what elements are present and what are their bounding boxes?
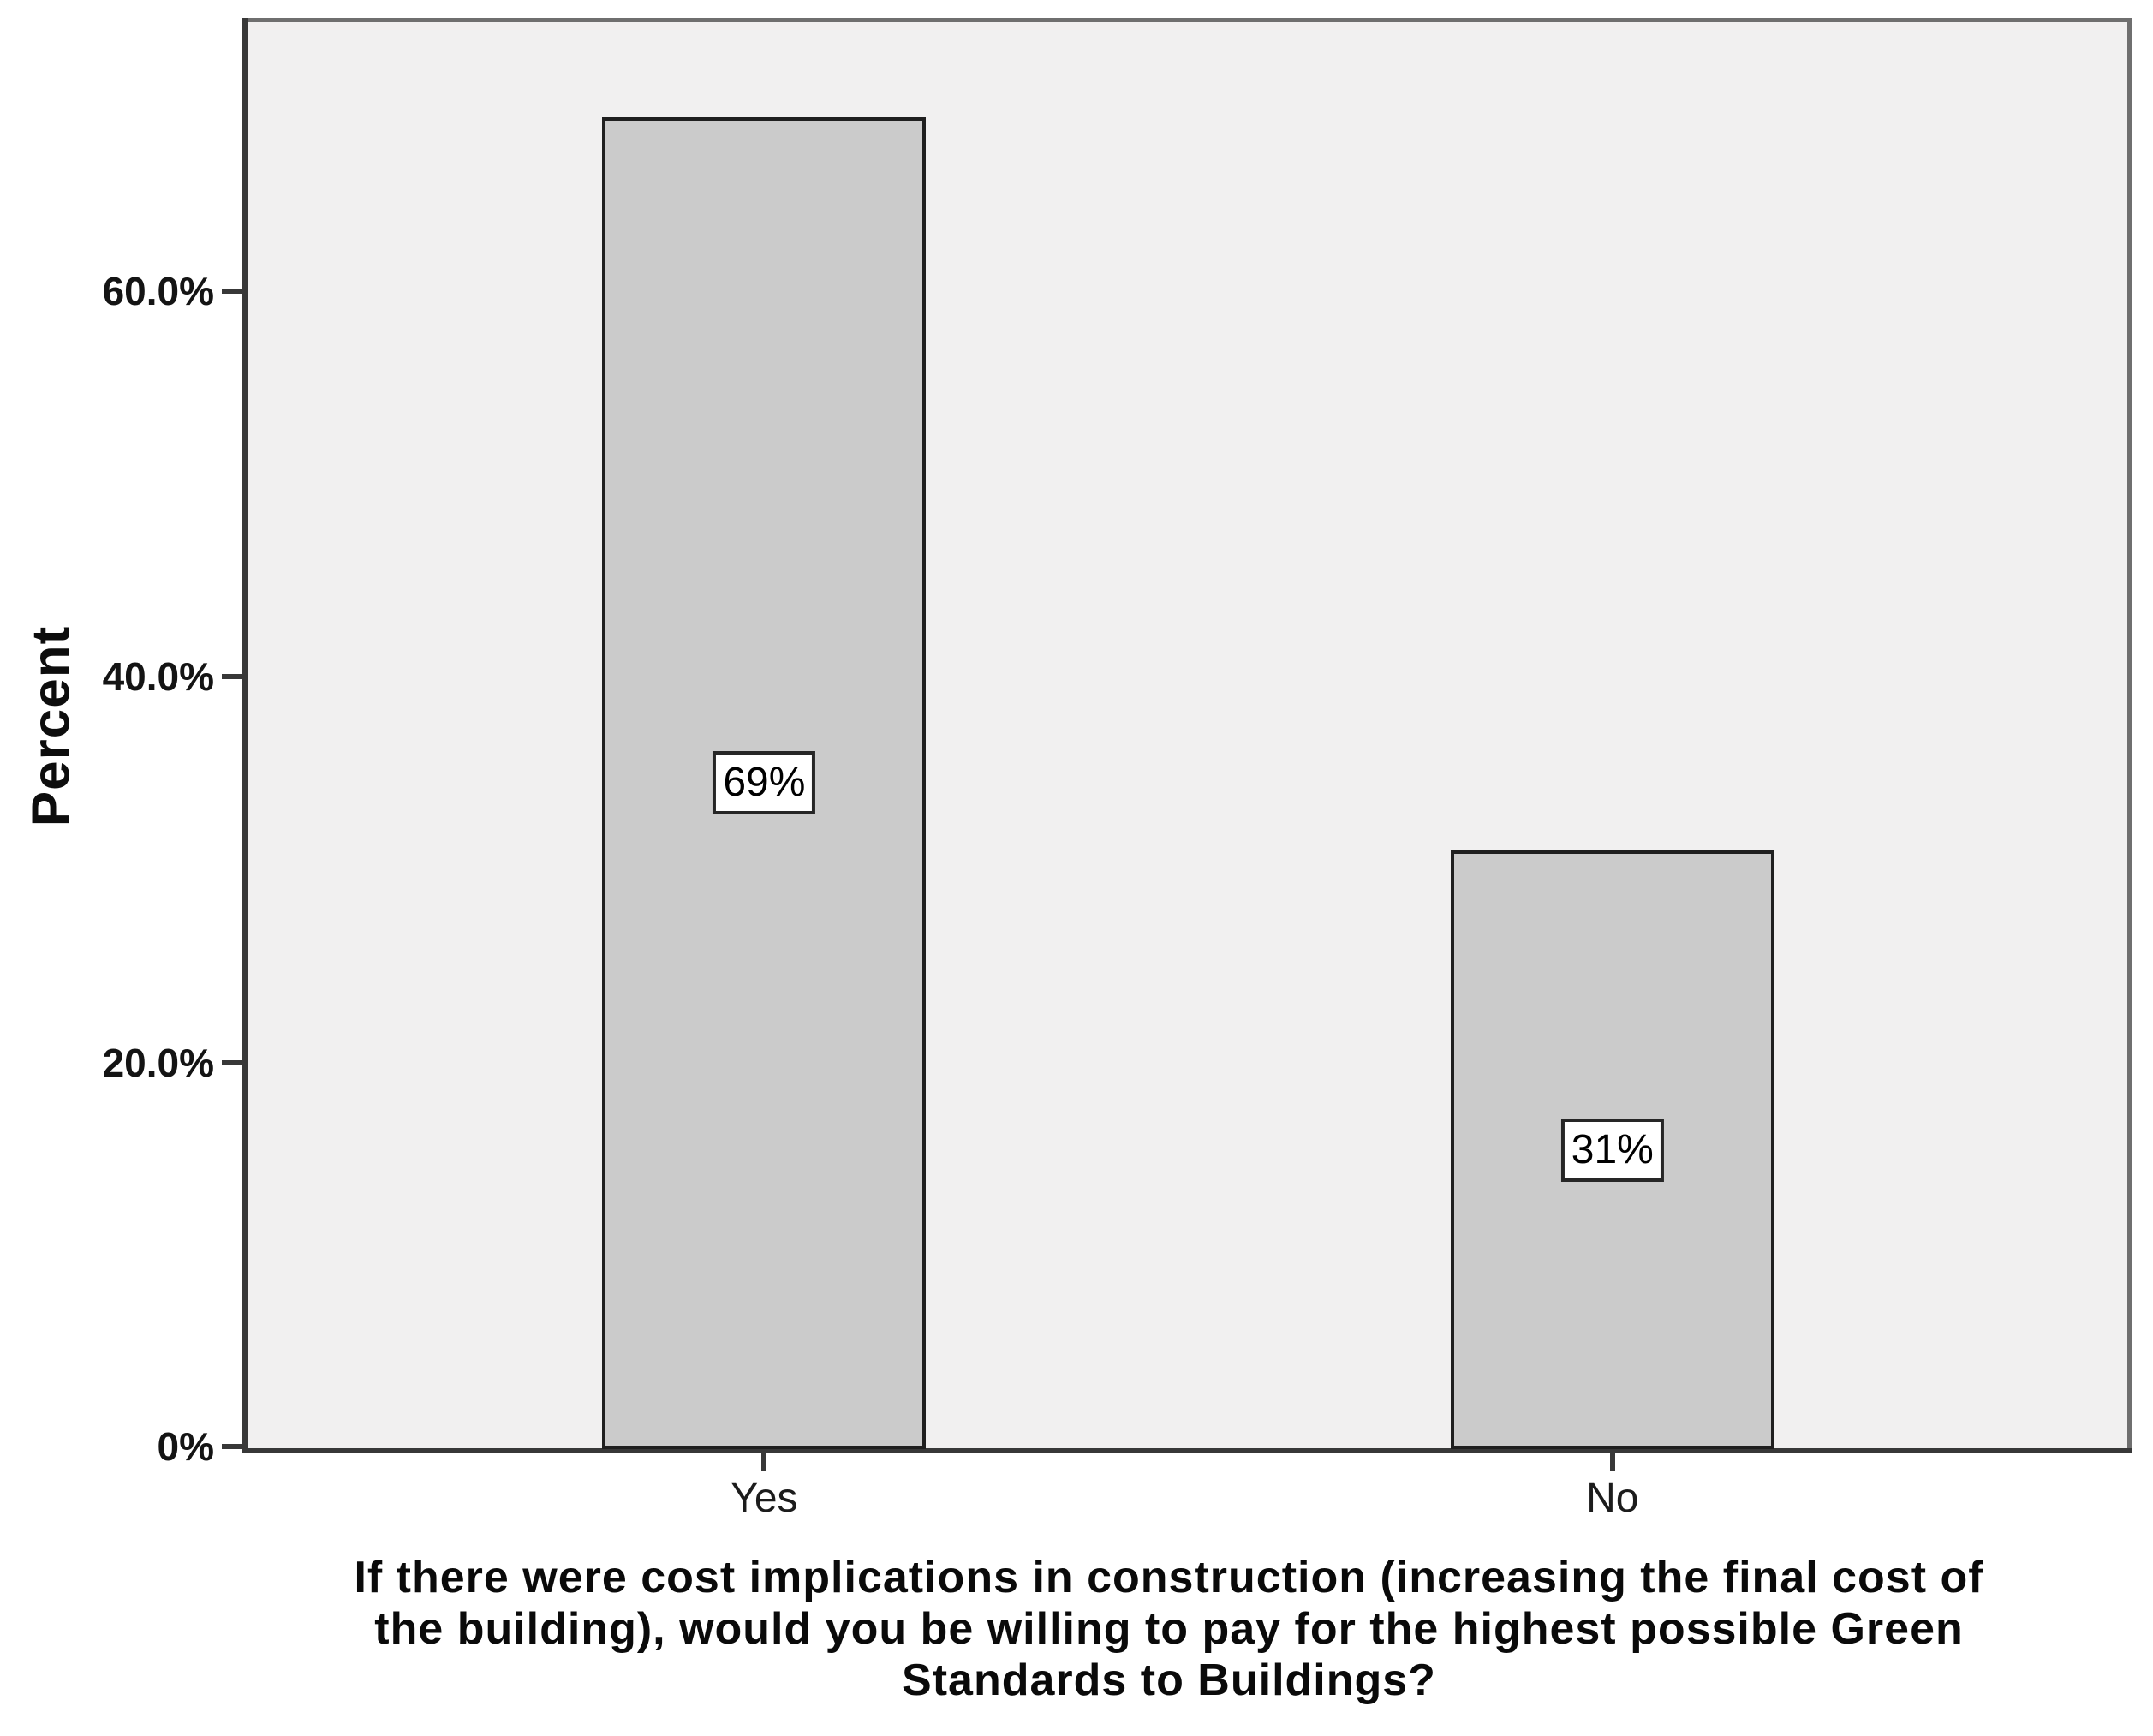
panel-right-border bbox=[2127, 18, 2132, 1451]
x-axis-line bbox=[242, 1448, 2132, 1453]
x-category-label: No bbox=[1586, 1476, 1639, 1521]
y-tick-label: 40.0% bbox=[102, 654, 214, 700]
x-axis-title-line: If there were cost implications in const… bbox=[354, 1553, 1984, 1602]
y-tick-mark bbox=[222, 1060, 244, 1066]
y-tick-label: 20.0% bbox=[102, 1041, 214, 1086]
x-axis-title: If there were cost implications in const… bbox=[223, 1552, 2115, 1706]
x-category-label: Yes bbox=[731, 1476, 798, 1521]
y-axis-line bbox=[242, 18, 248, 1453]
plot-panel bbox=[244, 21, 2131, 1449]
panel-top-border bbox=[242, 18, 2132, 22]
y-tick-label: 0% bbox=[157, 1424, 214, 1469]
bar-value-label: 31% bbox=[1560, 1118, 1664, 1182]
y-tick-mark bbox=[222, 288, 244, 294]
y-tick-mark bbox=[222, 1444, 244, 1449]
x-tick-mark bbox=[761, 1452, 767, 1471]
y-tick-label: 60.0% bbox=[102, 268, 214, 313]
x-axis-title-line: the building), would you be willing to p… bbox=[374, 1604, 1964, 1654]
x-axis-title-line: Standards to Buildings? bbox=[902, 1655, 1436, 1705]
bar-value-label: 69% bbox=[713, 751, 816, 815]
y-tick-mark bbox=[222, 674, 244, 680]
x-tick-mark bbox=[1609, 1452, 1615, 1471]
